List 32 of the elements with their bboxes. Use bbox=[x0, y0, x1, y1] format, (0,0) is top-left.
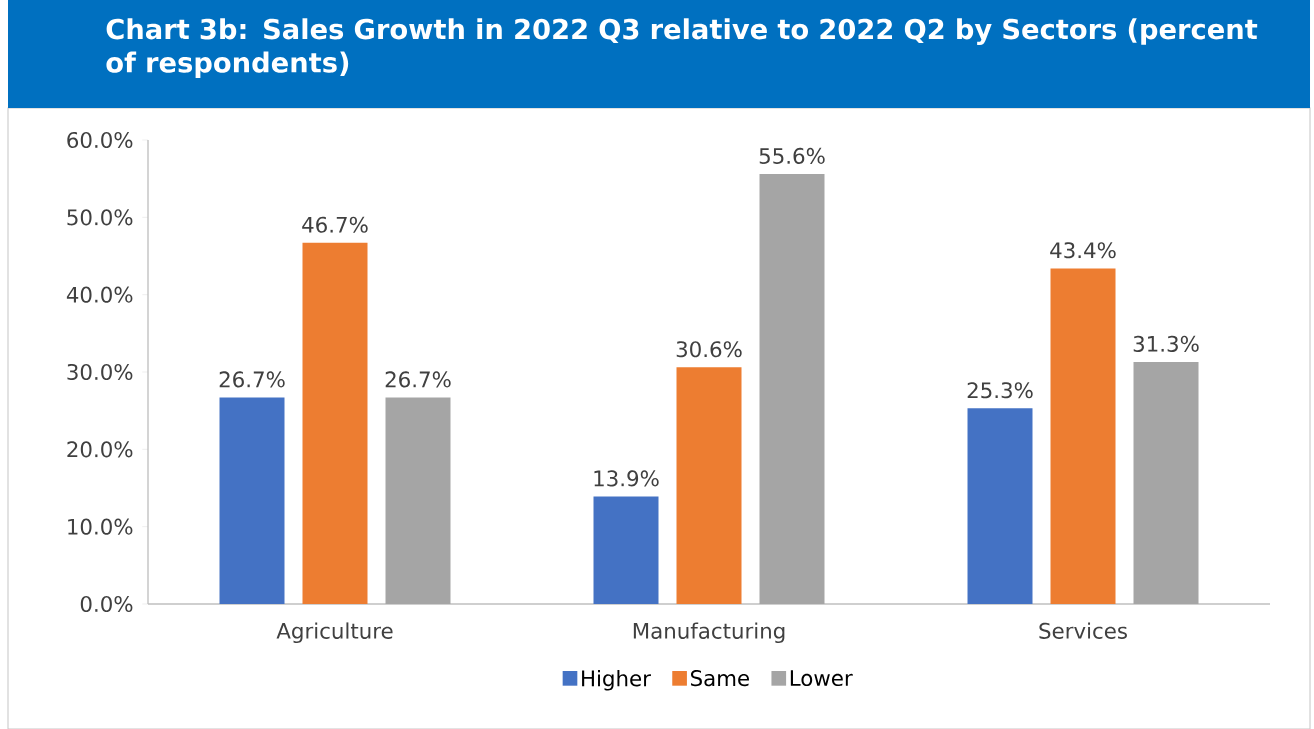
y-tick-label: 10.0% bbox=[68, 518, 133, 535]
bar bbox=[302, 242, 368, 604]
data-label: 46.7% bbox=[302, 216, 368, 233]
chart-title: Chart 3b: Sales Growth in 2022 Q3 relative to 2022 Q2 by Sectors (percent of respondents) bbox=[106, 18, 1258, 79]
bar bbox=[385, 397, 451, 604]
bar bbox=[676, 367, 742, 604]
y-tick-label: 60.0% bbox=[67, 131, 133, 149]
bar bbox=[1050, 268, 1116, 604]
legend-label: Lower bbox=[790, 670, 853, 687]
data-label: 25.3% bbox=[967, 382, 1033, 399]
data-label: 31.3% bbox=[1133, 335, 1199, 352]
data-label: 43.4% bbox=[1050, 242, 1116, 259]
data-label: 30.6% bbox=[676, 341, 742, 358]
data-label: 26.7% bbox=[385, 371, 451, 388]
y-tick-label: 40.0% bbox=[66, 286, 133, 303]
x-tick-label: Services bbox=[1039, 622, 1127, 639]
data-label: 55.6% bbox=[759, 147, 825, 164]
legend-label: Same bbox=[690, 670, 749, 687]
bar bbox=[967, 408, 1033, 604]
bar bbox=[593, 496, 659, 604]
y-tick-label: 20.0% bbox=[67, 441, 133, 458]
y-tick-label: 50.0% bbox=[67, 209, 133, 226]
bar bbox=[759, 174, 825, 604]
x-tick-label: Agriculture bbox=[276, 622, 393, 644]
y-tick-label: 30.0% bbox=[67, 363, 133, 381]
legend-label: Higher bbox=[582, 669, 651, 691]
data-label: 13.9% bbox=[594, 470, 659, 487]
bar bbox=[1133, 361, 1199, 604]
x-tick-label: Manufacturing bbox=[633, 622, 785, 644]
bar bbox=[219, 397, 285, 604]
y-tick-label: 0.0% bbox=[80, 595, 133, 613]
data-label: 26.7% bbox=[219, 371, 285, 388]
